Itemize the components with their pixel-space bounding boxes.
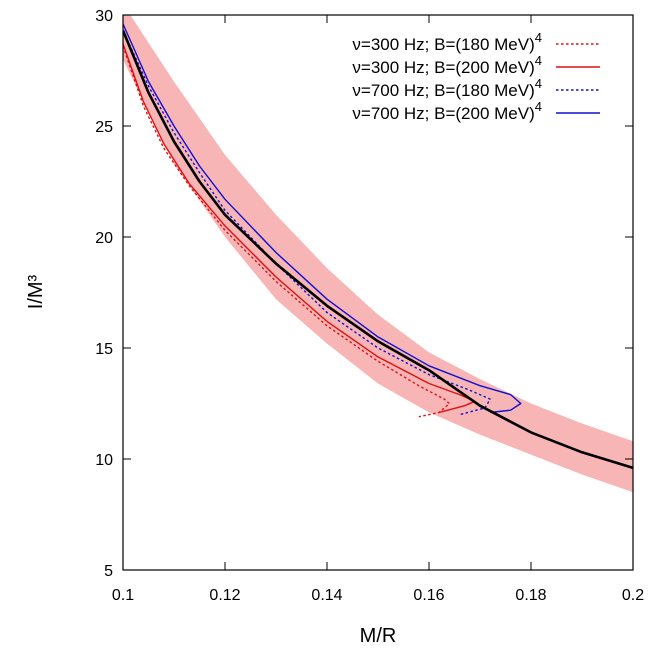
- y-axis-label: I/M³: [25, 274, 47, 309]
- y-tick-label: 15: [95, 341, 113, 358]
- plot-frame: [122, 14, 634, 571]
- x-tick-labels: 0.1 0.12 0.14 0.16 0.18 0.2: [112, 587, 644, 604]
- legend: ν=300 Hz; B=(180 MeV)4ν=300 Hz; B=(200 M…: [352, 30, 600, 123]
- y-tick-label: 5: [104, 563, 113, 580]
- x-axis-label: M/R: [360, 625, 397, 647]
- confidence-band-layer: [123, 15, 633, 493]
- x-tick-label: 0.1: [112, 587, 134, 604]
- x-tick-label: 0.12: [209, 587, 240, 604]
- series-line-1: [123, 45, 451, 418]
- y-tick-label: 20: [95, 230, 113, 247]
- x-tick-label: 0.18: [515, 587, 546, 604]
- series-line-4: [123, 23, 522, 414]
- y-tick-labels: 5 10 15 20 25 30: [95, 8, 113, 580]
- legend-label: ν=700 Hz; B=(180 MeV)4: [352, 76, 542, 100]
- x-tick-label: 0.14: [311, 587, 342, 604]
- y-tick-label: 10: [95, 452, 113, 469]
- series-layer: [123, 23, 633, 470]
- series-line-3: [123, 30, 491, 416]
- legend-label: ν=300 Hz; B=(200 MeV)4: [352, 53, 542, 77]
- confidence-band: [123, 15, 633, 493]
- y-tick-label: 30: [95, 8, 113, 25]
- tick-layer: [122, 14, 634, 571]
- x-tick-label: 0.16: [413, 587, 444, 604]
- legend-label: ν=700 Hz; B=(200 MeV)4: [352, 99, 542, 123]
- fit-line: [123, 30, 633, 470]
- y-tick-label: 25: [95, 119, 113, 136]
- x-tick-label: 0.2: [622, 587, 644, 604]
- legend-label: ν=300 Hz; B=(180 MeV)4: [352, 30, 542, 54]
